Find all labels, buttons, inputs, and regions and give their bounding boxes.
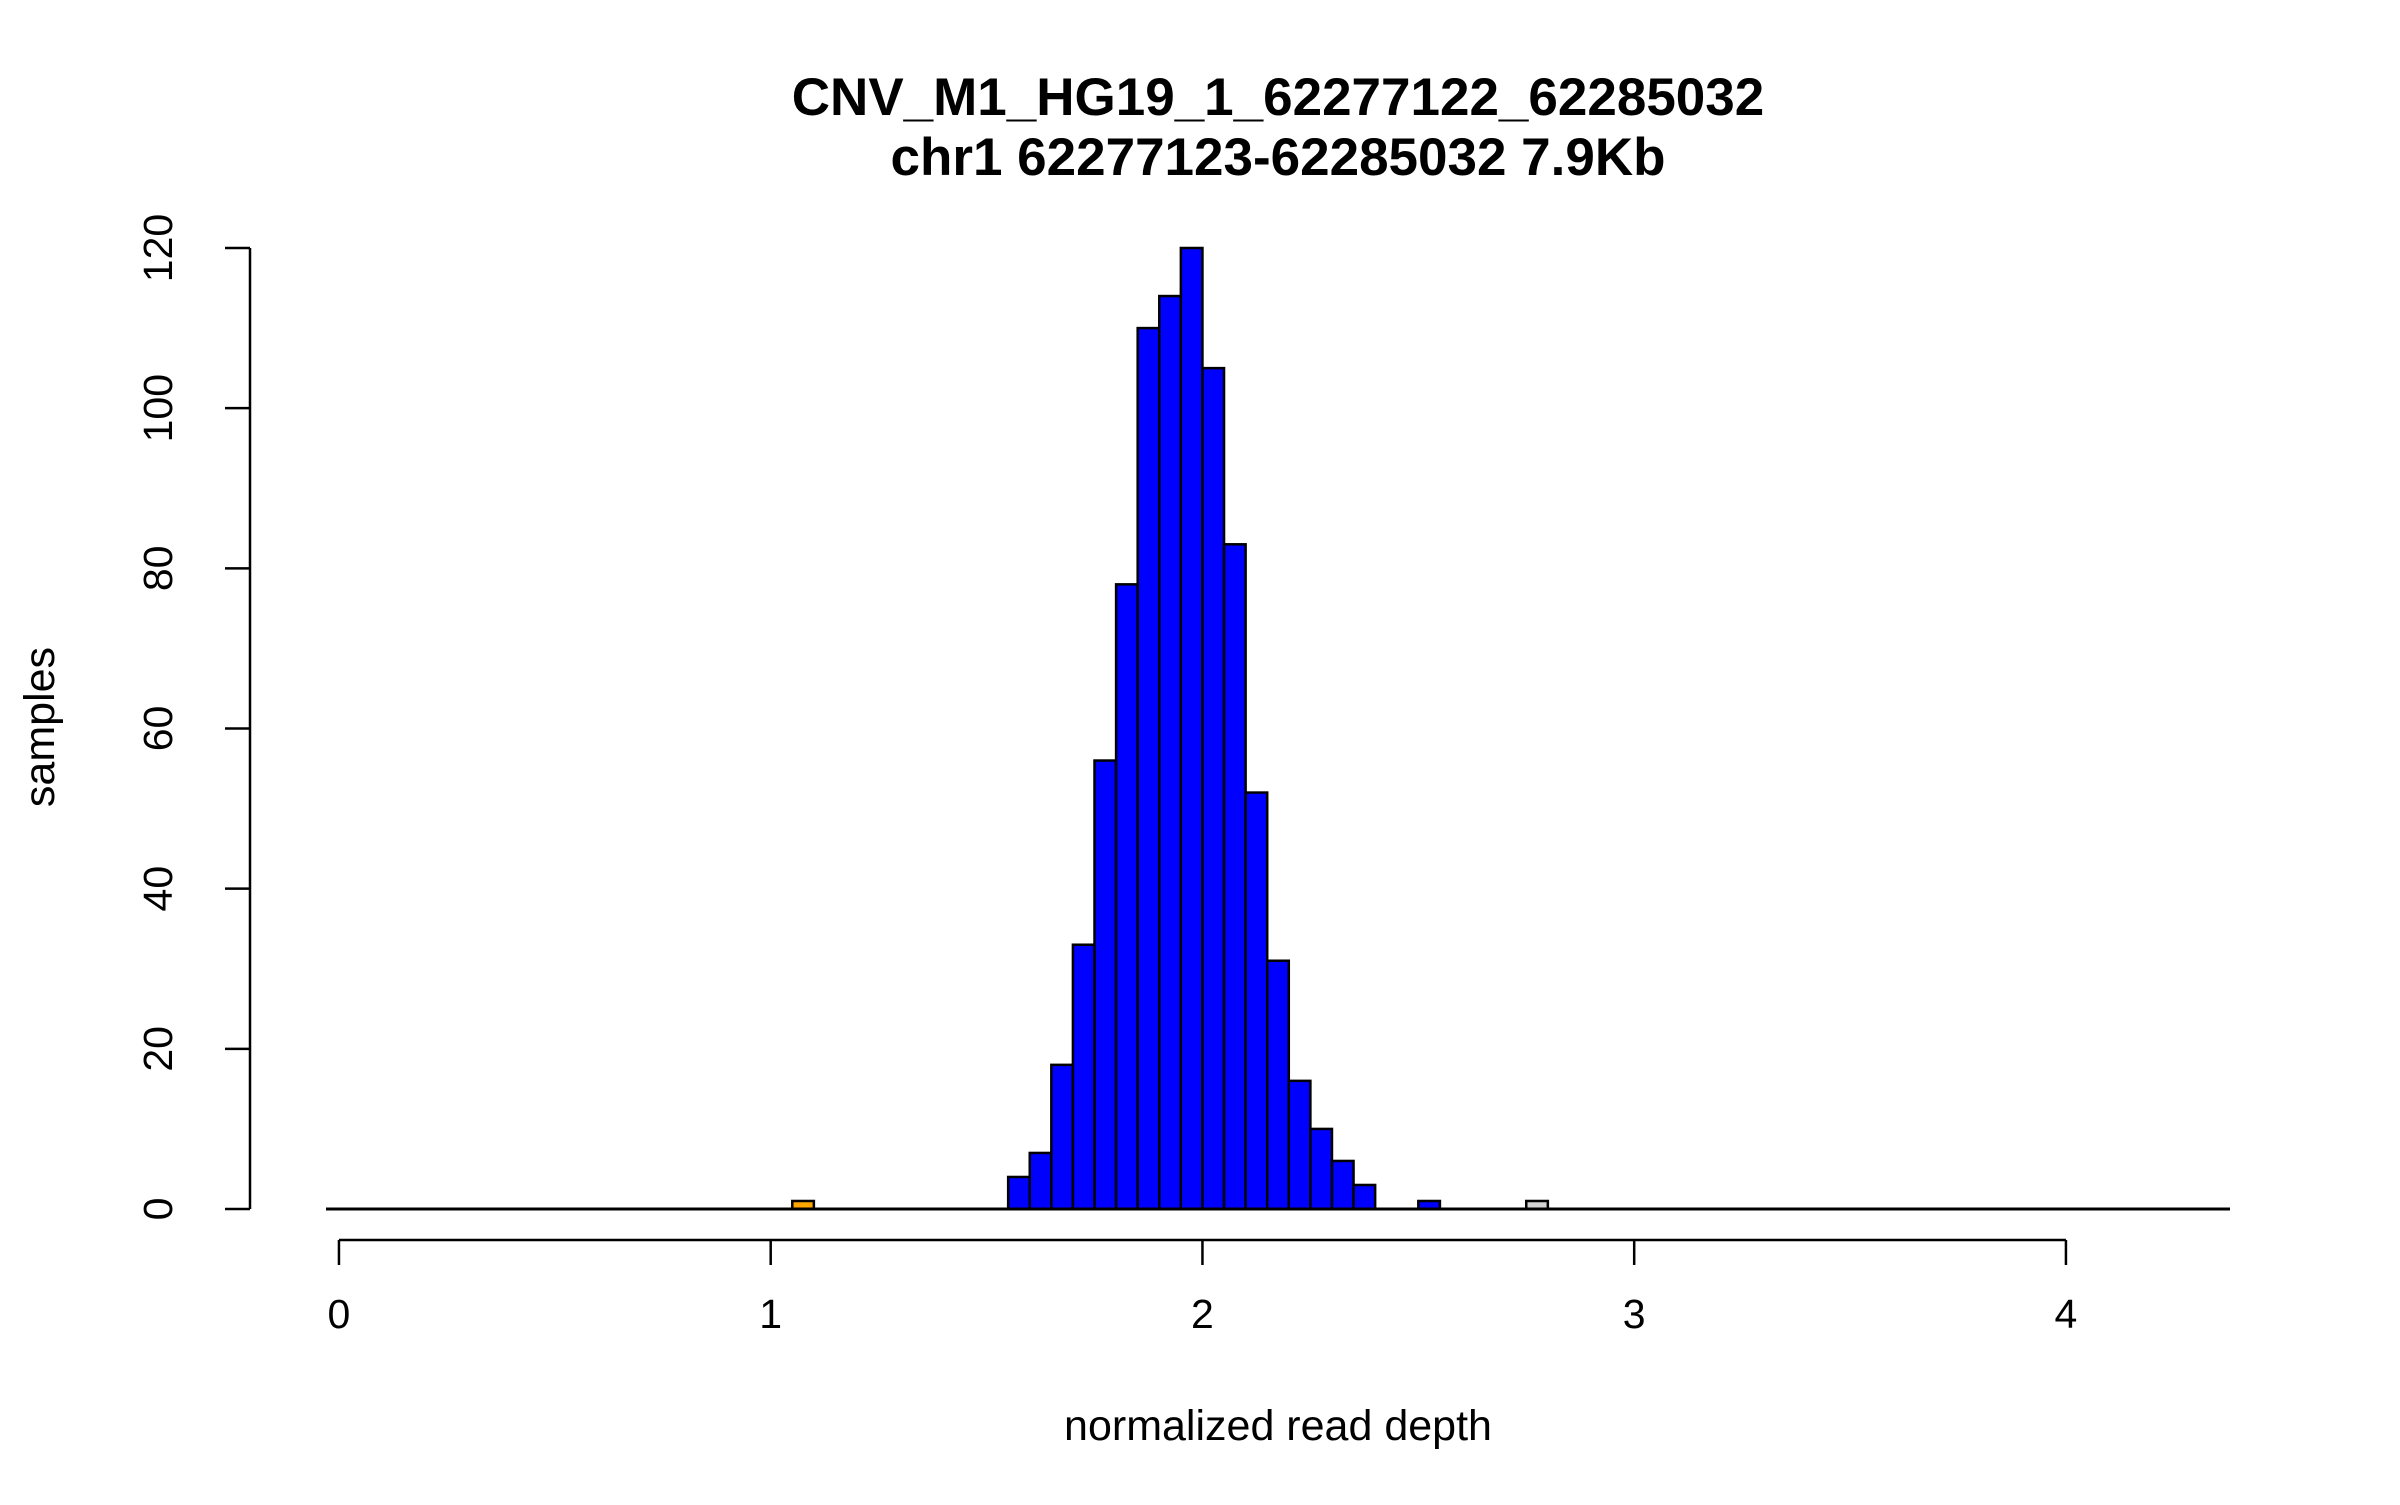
histogram-bars bbox=[791, 246, 1550, 1211]
x-tick-label: 3 bbox=[1623, 1291, 1646, 1337]
histogram-bar bbox=[1114, 583, 1139, 1211]
histogram-bar bbox=[1136, 326, 1161, 1211]
histogram-bar bbox=[1244, 791, 1269, 1211]
y-tick-label: 0 bbox=[135, 1198, 181, 1221]
x-tick-label: 4 bbox=[2055, 1291, 2078, 1337]
y-tick-label: 120 bbox=[135, 214, 181, 282]
y-tick-label: 100 bbox=[135, 374, 181, 442]
x-tick-label: 0 bbox=[328, 1291, 351, 1337]
histogram-bar bbox=[1222, 543, 1247, 1211]
chart-title: CNV_M1_HG19_1_62277122_62285032 bbox=[792, 68, 1764, 127]
x-axis: 0 1 2 3 4 bbox=[328, 1238, 2078, 1337]
histogram-bar bbox=[1309, 1127, 1334, 1211]
y-tick-label: 20 bbox=[135, 1026, 181, 1072]
histogram-bar bbox=[1093, 759, 1118, 1211]
histogram-bar bbox=[1028, 1151, 1053, 1211]
y-tick-label: 40 bbox=[135, 866, 181, 912]
histogram-bar bbox=[1201, 366, 1226, 1211]
y-tick-label: 60 bbox=[135, 706, 181, 752]
histogram-bar bbox=[1330, 1159, 1355, 1211]
x-axis-title: normalized read depth bbox=[1064, 1402, 1492, 1450]
histogram-bar bbox=[1071, 943, 1096, 1211]
histogram-bar bbox=[1050, 1063, 1075, 1211]
histogram-bar bbox=[1352, 1183, 1377, 1211]
histogram-bar bbox=[1158, 294, 1183, 1211]
y-tick-label: 80 bbox=[135, 546, 181, 592]
histogram-bar bbox=[1265, 959, 1291, 1211]
histogram-bar bbox=[1006, 1175, 1031, 1211]
chart-subtitle: chr1 62277123-62285032 7.9Kb bbox=[891, 128, 1666, 187]
y-axis-title: samples bbox=[16, 647, 64, 807]
x-tick-label: 1 bbox=[759, 1291, 782, 1337]
y-axis: 0 20 40 60 80 100 120 bbox=[135, 214, 252, 1221]
histogram-bar bbox=[1179, 246, 1204, 1211]
x-tick-label: 2 bbox=[1191, 1291, 1214, 1337]
histogram-bar bbox=[1287, 1079, 1312, 1211]
